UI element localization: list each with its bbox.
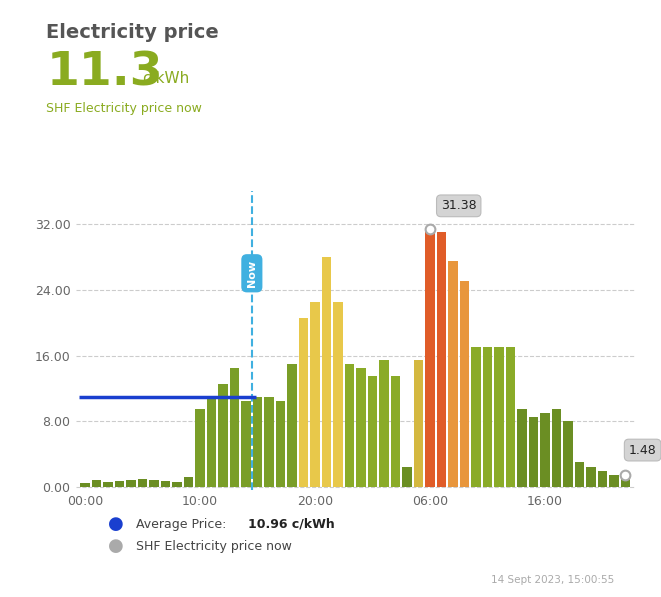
Bar <box>471 347 481 487</box>
Text: 31.38: 31.38 <box>441 199 477 213</box>
Bar <box>196 409 205 487</box>
Text: Electricity price: Electricity price <box>46 23 219 42</box>
Bar <box>276 401 286 487</box>
Bar <box>517 409 527 487</box>
Text: 14 Sept 2023, 15:00:55: 14 Sept 2023, 15:00:55 <box>492 576 615 585</box>
Text: 1.48: 1.48 <box>629 444 656 457</box>
Text: c/kWh: c/kWh <box>142 71 189 87</box>
Bar <box>437 232 446 487</box>
Bar <box>356 368 366 487</box>
Bar <box>104 482 113 487</box>
Bar <box>173 482 182 487</box>
Bar <box>264 396 274 487</box>
Bar <box>149 481 159 487</box>
Bar <box>403 466 412 487</box>
Text: SHF Electricity price now: SHF Electricity price now <box>136 540 292 553</box>
Bar <box>288 364 297 487</box>
Bar <box>379 359 389 487</box>
Bar <box>506 347 515 487</box>
Bar <box>540 413 550 487</box>
Bar <box>448 261 457 487</box>
Bar <box>391 376 400 487</box>
Bar <box>184 477 194 487</box>
Bar <box>563 421 572 487</box>
Bar <box>483 347 492 487</box>
Bar <box>311 302 320 487</box>
Bar <box>241 401 251 487</box>
Bar <box>230 368 239 487</box>
Bar <box>586 466 596 487</box>
Bar <box>322 257 331 487</box>
Bar <box>299 318 308 487</box>
Bar <box>333 302 343 487</box>
Bar <box>609 475 619 487</box>
Bar <box>368 376 377 487</box>
Bar <box>345 364 354 487</box>
Bar <box>92 481 101 487</box>
Bar <box>574 463 584 487</box>
Bar <box>81 483 90 487</box>
Bar <box>253 396 262 487</box>
Bar <box>138 479 147 487</box>
Bar <box>425 229 435 487</box>
Text: SHF Electricity price now: SHF Electricity price now <box>46 102 202 115</box>
Bar <box>529 417 538 487</box>
Bar <box>161 481 171 487</box>
Text: ●: ● <box>108 515 124 533</box>
Bar <box>621 475 630 487</box>
Text: Now: Now <box>247 260 257 287</box>
Bar <box>494 347 504 487</box>
Bar <box>552 409 561 487</box>
Bar <box>207 396 216 487</box>
Bar <box>460 282 469 487</box>
Text: 11.3: 11.3 <box>46 50 163 96</box>
Bar <box>218 384 228 487</box>
Bar <box>115 481 124 487</box>
Text: Average Price:: Average Price: <box>136 518 230 531</box>
Bar <box>414 359 423 487</box>
Text: 10.96 c/kWh: 10.96 c/kWh <box>248 518 334 531</box>
Bar <box>598 470 607 487</box>
Bar <box>126 479 136 487</box>
Text: ●: ● <box>108 537 124 555</box>
